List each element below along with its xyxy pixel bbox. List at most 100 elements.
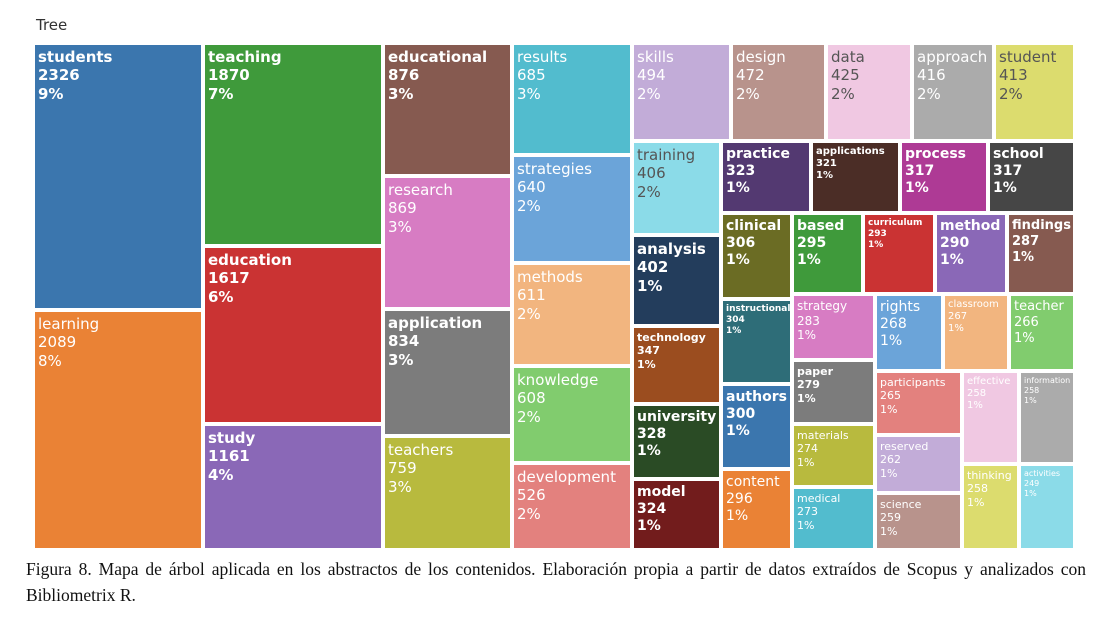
treemap-cell-learning: learning 2089 8%: [33, 310, 203, 550]
cell-label: students: [38, 48, 113, 66]
treemap-cell-technology: technology 347 1%: [632, 326, 721, 404]
treemap-cell-model: model 324 1%: [632, 479, 721, 550]
treemap-cell-content: content 296 1%: [721, 469, 792, 550]
cell-label: methods: [517, 268, 583, 286]
cell-percent: 1%: [637, 443, 661, 460]
treemap-cell-data: data 425 2%: [826, 43, 912, 141]
cell-value: 290: [940, 235, 970, 252]
treemap-cell-reserved: reserved 262 1%: [875, 435, 962, 493]
cell-label: curriculum: [868, 218, 923, 228]
cell-value: 869: [388, 199, 417, 218]
cell-percent: 1%: [816, 170, 833, 182]
cell-percent: 1%: [1024, 395, 1037, 405]
cell-label: instructional: [726, 304, 791, 314]
cell-label: design: [736, 48, 786, 66]
treemap-cell-university: university 328 1%: [632, 404, 721, 479]
cell-label: method: [940, 218, 1001, 234]
cell-percent: 1%: [726, 252, 750, 269]
treemap-cell-strategies: strategies 640 2%: [512, 155, 632, 263]
treemap-cell-education: education 1617 6%: [203, 246, 383, 424]
cell-label: practice: [726, 146, 790, 162]
cell-percent: 1%: [637, 518, 661, 535]
cell-label: reserved: [880, 440, 929, 453]
cell-percent: 1%: [880, 524, 898, 538]
cell-percent: 1%: [868, 239, 884, 250]
treemap-cell-student: student 413 2%: [994, 43, 1075, 141]
cell-value: 274: [797, 442, 818, 456]
cell-value: 347: [637, 344, 660, 358]
cell-label: development: [517, 468, 616, 486]
chart-title: Tree: [36, 16, 68, 34]
cell-percent: 2%: [517, 407, 541, 426]
cell-value: 425: [831, 66, 860, 85]
cell-value: 413: [999, 66, 1028, 85]
cell-value: 321: [816, 158, 837, 170]
treemap-cell-participants: participants 265 1%: [875, 371, 962, 435]
cell-percent: 2%: [999, 84, 1023, 103]
cell-label: approach: [917, 48, 988, 66]
cell-label: student: [999, 48, 1057, 66]
figure-caption: Figura 8. Mapa de árbol aplicada en los …: [26, 559, 1086, 605]
cell-label: knowledge: [517, 371, 599, 389]
cell-value: 328: [637, 426, 667, 443]
cell-label: participants: [880, 376, 946, 389]
cell-percent: 9%: [38, 84, 64, 103]
cell-percent: 1%: [993, 180, 1017, 197]
cell-value: 304: [726, 314, 745, 325]
cell-label: teacher: [1014, 299, 1064, 314]
cell-value: 324: [637, 501, 667, 518]
cell-percent: 2%: [637, 84, 661, 103]
treemap-cell-classroom: classroom 267 1%: [943, 294, 1009, 371]
cell-percent: 3%: [388, 477, 412, 496]
cell-value: 611: [517, 286, 546, 305]
cell-value: 258: [967, 388, 987, 400]
cell-percent: 1%: [880, 466, 898, 480]
cell-label: strategy: [797, 299, 848, 313]
cell-value: 834: [388, 332, 420, 351]
cell-percent: 2%: [517, 304, 541, 323]
cell-label: technology: [637, 331, 706, 344]
cell-value: 608: [517, 389, 546, 408]
cell-percent: 2%: [917, 84, 941, 103]
cell-label: classroom: [948, 299, 999, 310]
cell-label: study: [208, 429, 256, 447]
treemap-cell-students: students 2326 9%: [33, 43, 203, 310]
cell-percent: 2%: [637, 182, 661, 201]
treemap-cell-method: method 290 1%: [935, 213, 1007, 294]
cell-percent: 1%: [967, 495, 985, 509]
cell-label: skills: [637, 48, 674, 66]
cell-label: application: [388, 314, 483, 332]
cell-percent: 1%: [726, 423, 750, 440]
treemap-cell-clinical: clinical 306 1%: [721, 213, 792, 299]
cell-value: 266: [1014, 314, 1039, 330]
cell-label: paper: [797, 365, 834, 378]
treemap-cell-applications: applications 321 1%: [811, 141, 900, 213]
treemap-cell-materials: materials 274 1%: [792, 424, 875, 487]
cell-value: 265: [880, 389, 901, 403]
cell-label: content: [726, 474, 780, 490]
cell-percent: 8%: [38, 351, 62, 370]
treemap-cell-process: process 317 1%: [900, 141, 988, 213]
cell-percent: 1%: [1014, 330, 1035, 346]
cell-value: 1870: [208, 66, 250, 85]
cell-value: 2326: [38, 66, 80, 85]
cell-label: model: [637, 484, 686, 500]
cell-value: 1161: [208, 447, 250, 466]
cell-label: learning: [38, 315, 100, 333]
cell-label: analysis: [637, 240, 706, 258]
cell-percent: 1%: [1024, 488, 1037, 498]
cell-percent: 7%: [208, 84, 234, 103]
cell-label: based: [797, 218, 845, 234]
cell-label: findings: [1012, 218, 1071, 233]
cell-value: 317: [993, 163, 1023, 180]
cell-percent: 3%: [388, 84, 414, 103]
cell-value: 249: [1024, 478, 1040, 488]
cell-value: 759: [388, 459, 417, 478]
cell-value: 259: [880, 511, 901, 525]
treemap-cell-analysis: analysis 402 1%: [632, 235, 721, 326]
cell-percent: 1%: [880, 402, 898, 416]
cell-percent: 1%: [797, 252, 821, 269]
cell-percent: 3%: [388, 350, 414, 369]
cell-percent: 1%: [797, 518, 815, 532]
cell-percent: 1%: [797, 391, 816, 405]
